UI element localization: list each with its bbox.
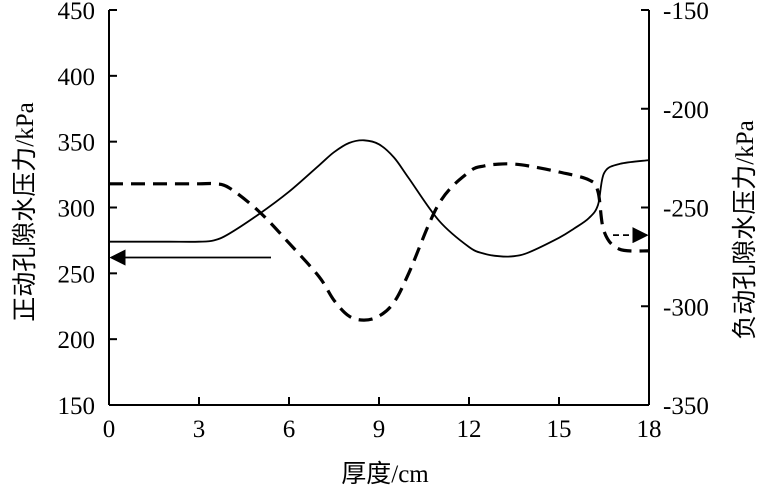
right-tick-label: -350 bbox=[663, 393, 709, 420]
x-axis-title: 厚度/cm bbox=[341, 460, 429, 488]
right-tick-label: -300 bbox=[663, 294, 709, 321]
left-tick-label: 300 bbox=[58, 196, 96, 223]
series-positive-pore-pressure-line bbox=[109, 139, 650, 258]
right-tick-label: -250 bbox=[663, 196, 709, 223]
x-tick-label: 6 bbox=[283, 416, 296, 443]
x-tick-label: 18 bbox=[637, 416, 662, 443]
x-tick-label: 9 bbox=[373, 416, 386, 443]
right-tick-label: -200 bbox=[663, 97, 709, 124]
left-tick-label: 150 bbox=[58, 393, 96, 420]
left-axis-title: 正动孔隙水压力/kPa bbox=[11, 102, 39, 321]
left-tick-label: 200 bbox=[58, 327, 96, 354]
left-axis-ticks: 450 400 350 300 250 200 150 bbox=[58, 0, 117, 420]
series-negative-pore-pressure-line bbox=[109, 162, 650, 322]
x-tick-label: 15 bbox=[547, 416, 572, 443]
left-tick-label: 250 bbox=[58, 261, 96, 288]
right-tick-label: -150 bbox=[663, 0, 709, 25]
right-axis-ticks: -150 -200 -250 -300 -350 bbox=[641, 0, 709, 420]
right-axis-title: 负动孔隙水压力/kPa bbox=[731, 120, 759, 339]
x-axis-ticks: 0 3 6 9 12 15 18 bbox=[103, 397, 662, 443]
left-tick-label: 450 bbox=[58, 0, 96, 25]
x-tick-label: 0 bbox=[103, 416, 116, 443]
left-tick-label: 400 bbox=[58, 64, 96, 91]
x-tick-label: 12 bbox=[457, 416, 482, 443]
left-tick-label: 350 bbox=[58, 130, 96, 157]
x-tick-label: 3 bbox=[193, 416, 206, 443]
